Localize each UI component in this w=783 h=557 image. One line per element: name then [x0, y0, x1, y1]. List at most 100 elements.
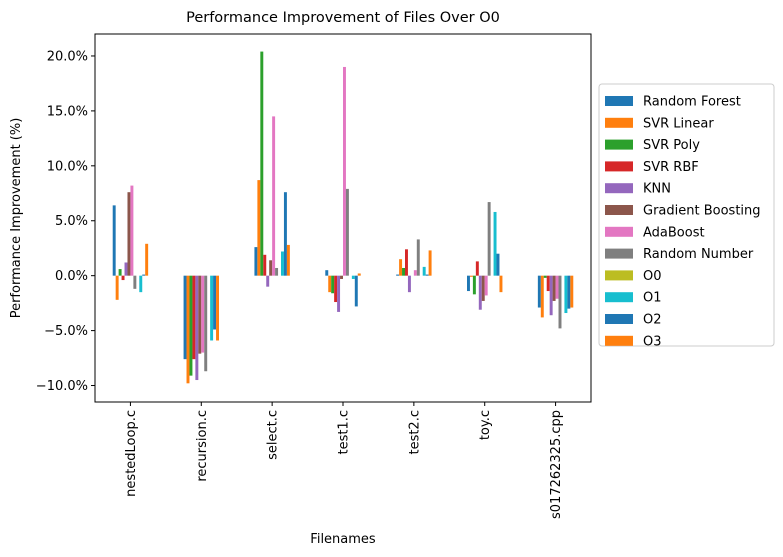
legend-swatch	[605, 139, 633, 150]
bar	[487, 202, 491, 276]
bar	[396, 274, 400, 276]
legend-swatch	[605, 226, 633, 237]
x-tick-label: s017262325.cpp	[549, 410, 564, 519]
bar	[331, 275, 335, 294]
bar	[564, 275, 568, 314]
legend-swatch	[605, 183, 633, 194]
bar	[145, 243, 149, 276]
bar	[183, 275, 187, 360]
bar	[142, 274, 146, 276]
x-tick-label: test2.c	[407, 410, 422, 455]
bar	[198, 275, 202, 354]
bar	[213, 275, 217, 330]
bar	[552, 275, 556, 301]
bar	[540, 275, 544, 318]
bar	[130, 185, 134, 276]
bar	[555, 275, 559, 299]
bar	[124, 262, 128, 276]
bar	[570, 275, 574, 308]
y-tick-label: 0.0%	[55, 269, 88, 284]
y-tick-label: 15.0%	[47, 104, 88, 119]
x-tick-label: toy.c	[478, 410, 493, 440]
bar	[275, 267, 279, 276]
x-tick-label: select.c	[266, 410, 281, 460]
y-tick-label: −10.0%	[36, 379, 88, 394]
bar	[210, 275, 214, 341]
bar	[133, 275, 137, 289]
bar	[260, 51, 264, 276]
legend-label: SVR Linear	[643, 116, 714, 131]
bar	[425, 274, 429, 276]
bar	[269, 260, 273, 276]
bar	[118, 269, 122, 276]
bar	[496, 253, 500, 276]
y-tick-label: 5.0%	[55, 214, 88, 229]
bar	[407, 275, 411, 293]
bar	[558, 275, 562, 329]
bar	[325, 270, 329, 276]
x-axis-ticks: nestedLoop.c recursion.c select.c test1.c te…	[124, 402, 564, 519]
x-tick-label: recursion.c	[195, 410, 210, 482]
x-axis-label: Filenames	[310, 532, 376, 547]
legend-label: SVR Poly	[643, 138, 700, 153]
legend-swatch	[605, 117, 633, 128]
bar	[257, 180, 261, 276]
legend-swatch	[605, 270, 633, 281]
legend-label: O1	[643, 291, 662, 306]
bar	[115, 275, 119, 300]
bar	[428, 250, 432, 276]
bar	[112, 205, 116, 276]
bar	[537, 275, 541, 308]
bar	[254, 247, 258, 276]
legend-label: O0	[643, 269, 662, 284]
legend-label: O2	[643, 313, 662, 328]
legend-label: KNN	[643, 182, 671, 197]
bar	[546, 275, 550, 292]
bar	[286, 244, 290, 276]
bar	[354, 275, 358, 307]
bar	[416, 239, 420, 276]
legend-swatch	[605, 335, 633, 346]
bar	[472, 275, 476, 295]
legend-swatch	[605, 96, 633, 106]
bar	[467, 275, 470, 292]
y-axis-ticks: −10.0% −5.0% 0.0% 5.0% 10.0% 15.0% 20.0%	[36, 49, 95, 394]
bar	[475, 261, 479, 276]
legend-swatch	[605, 292, 633, 303]
bar	[281, 251, 284, 276]
bar	[469, 275, 473, 277]
bar	[478, 275, 482, 310]
legend-swatch	[605, 248, 633, 259]
x-tick-label: nestedLoop.c	[124, 410, 139, 497]
bar	[337, 275, 341, 312]
bar	[283, 192, 287, 276]
bar	[263, 254, 267, 276]
bar	[567, 275, 571, 309]
legend-label: Gradient Boosting	[643, 204, 761, 219]
bar	[121, 275, 125, 281]
legend-label: Random Number	[643, 247, 754, 262]
legend-label: AdaBoost	[643, 225, 705, 240]
bar	[139, 275, 143, 293]
y-tick-label: 20.0%	[47, 49, 88, 64]
bar	[204, 275, 208, 372]
bar	[272, 116, 276, 276]
bar	[127, 192, 131, 276]
y-axis-label: Performance Improvement (%)	[9, 118, 24, 319]
bar	[481, 275, 485, 301]
bar	[340, 275, 343, 279]
bar	[484, 275, 488, 296]
bar	[216, 275, 219, 341]
bar	[345, 188, 349, 276]
legend: Random Forest SVR Linear SVR Poly SVR RBF KN…	[598, 83, 775, 349]
bar	[266, 275, 270, 287]
legend-frame	[598, 83, 775, 347]
bar	[422, 266, 426, 276]
bar	[549, 275, 553, 316]
legend-swatch	[605, 205, 633, 215]
bar	[493, 211, 497, 276]
bar	[399, 259, 403, 276]
bar	[543, 275, 547, 278]
